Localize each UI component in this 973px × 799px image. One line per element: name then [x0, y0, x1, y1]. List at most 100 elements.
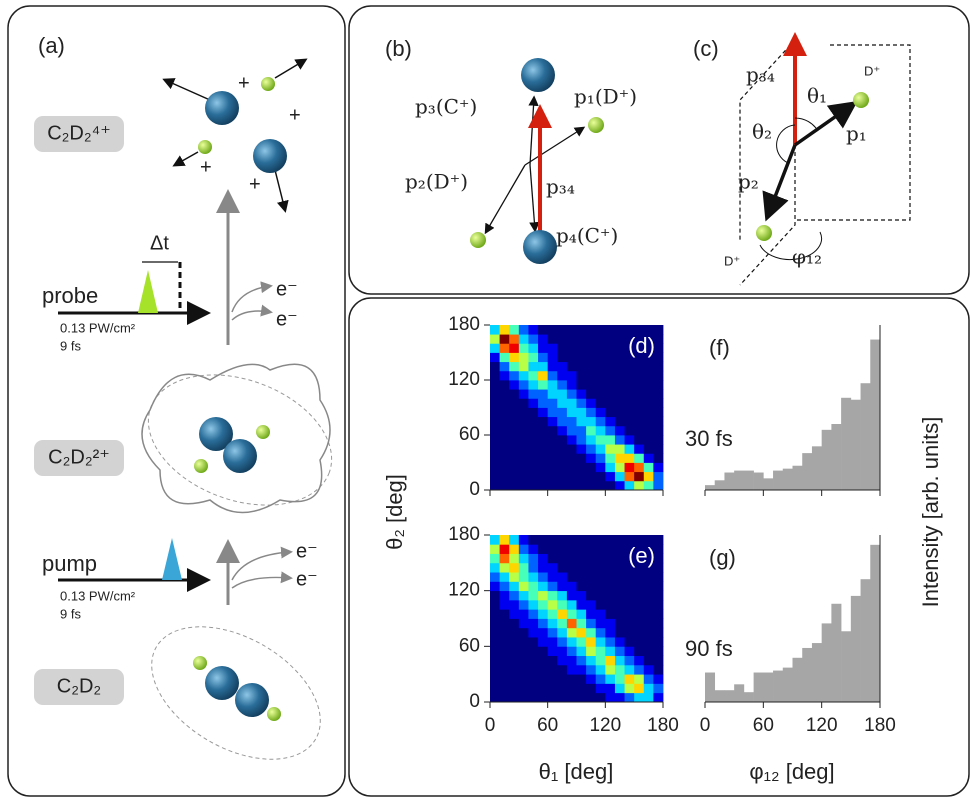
- heatmap-cell: [596, 398, 606, 408]
- heatmap-cell: [509, 398, 519, 408]
- carbon-atom: [521, 58, 555, 92]
- heatmap-cell: [605, 408, 615, 418]
- heatmap-cell: [490, 591, 500, 601]
- species-label: C₂D₂⁴⁺: [47, 122, 111, 144]
- potential-surface: [142, 364, 330, 512]
- heatmap-cell: [644, 581, 654, 591]
- heatmap-cell: [615, 472, 625, 482]
- heatmap-cell: [490, 609, 500, 619]
- heatmap-cell: [490, 417, 500, 427]
- heatmap-cell: [586, 683, 596, 693]
- heatmap-cell: [605, 628, 615, 638]
- heatmap-cell: [577, 334, 587, 344]
- ion-label: D⁺: [724, 253, 740, 268]
- heatmap-cell: [528, 389, 538, 399]
- heatmap-cell: [615, 444, 625, 454]
- heatmap-cell: [528, 463, 538, 473]
- histogram-bar: [705, 673, 715, 702]
- heatmap-cell: [625, 435, 635, 445]
- heatmap-cell: [519, 417, 529, 427]
- heatmap-cell: [557, 444, 567, 454]
- heatmap-cell: [519, 380, 529, 390]
- histogram-bar: [822, 623, 832, 702]
- heatmap-cell: [577, 600, 587, 610]
- heatmap-cell: [500, 535, 510, 545]
- heatmap-cell: [538, 453, 548, 463]
- charge: +: [238, 72, 250, 94]
- histogram-bar: [715, 480, 725, 490]
- heatmap-cell: [596, 554, 606, 564]
- heatmap-cell: [500, 693, 510, 703]
- vector-label: p₄(C⁺): [556, 224, 618, 248]
- x-tick-label: 180: [864, 715, 896, 736]
- heatmap-cell: [557, 435, 567, 445]
- y-tick-label: 120: [448, 369, 480, 390]
- heatmap-cell: [634, 619, 644, 629]
- heatmap-cell: [596, 600, 606, 610]
- heatmap-cell: [596, 656, 606, 666]
- heatmap-cell: [615, 353, 625, 363]
- y-tick-label: 120: [448, 580, 480, 601]
- heatmap-cell: [596, 444, 606, 454]
- heatmap-cell: [605, 472, 615, 482]
- histogram-bar: [773, 471, 783, 490]
- heatmap-cell: [644, 472, 654, 482]
- panel-label: (b): [385, 36, 412, 61]
- heatmap-cell: [634, 444, 644, 454]
- heatmap-cell: [557, 380, 567, 390]
- heatmap-cell: [644, 398, 654, 408]
- heatmap-cell: [577, 693, 587, 703]
- heatmap-cell: [528, 353, 538, 363]
- heatmap-cell: [577, 646, 587, 656]
- probe-label: probe: [42, 283, 98, 308]
- heatmap-cell: [548, 544, 558, 554]
- heatmap-cell: [509, 426, 519, 436]
- heatmap-cell: [538, 665, 548, 675]
- heatmap-cell: [490, 600, 500, 610]
- histogram-bar: [754, 473, 764, 490]
- heatmap-cell: [634, 435, 644, 445]
- heatmap-cell: [490, 426, 500, 436]
- heatmap-cell: [644, 600, 654, 610]
- heatmap-cell: [625, 646, 635, 656]
- heatmap-cell: [500, 554, 510, 564]
- heatmap-cell: [490, 665, 500, 675]
- heatmap-cell: [644, 389, 654, 399]
- heatmap-cell: [615, 362, 625, 372]
- heatmap-cell: [615, 535, 625, 545]
- heatmap-cell: [596, 325, 606, 335]
- heatmap-cell: [605, 581, 615, 591]
- heatmap-cell: [500, 334, 510, 344]
- heatmap-cell: [605, 563, 615, 573]
- heatmap-cell: [586, 408, 596, 418]
- heatmap-cell: [528, 535, 538, 545]
- heatmap-cell: [577, 343, 587, 353]
- heatmap-cell: [528, 544, 538, 554]
- heatmap-cell: [644, 481, 654, 491]
- histogram-bar: [773, 671, 783, 702]
- arrow: [232, 286, 270, 312]
- heatmap-cell: [538, 343, 548, 353]
- heatmap-cell: [548, 453, 558, 463]
- heatmap-cell: [605, 389, 615, 399]
- heatmap-cell: [548, 472, 558, 482]
- heatmap-cell: [490, 544, 500, 554]
- heatmap-cell: [596, 609, 606, 619]
- heatmap-cell: [625, 389, 635, 399]
- heatmap-cell: [605, 398, 615, 408]
- heatmap-cell: [625, 417, 635, 427]
- heatmap-cell: [548, 463, 558, 473]
- heatmap-cell: [644, 572, 654, 582]
- heatmap-cell: [548, 591, 558, 601]
- heatmap-cell: [615, 581, 625, 591]
- heatmap-cell: [605, 481, 615, 491]
- heatmap-cell: [596, 408, 606, 418]
- heatmap-cell: [557, 334, 567, 344]
- heatmap-cell: [586, 563, 596, 573]
- heatmap-cell: [557, 362, 567, 372]
- orbit: [129, 599, 343, 786]
- histogram-bar: [705, 485, 715, 490]
- deuterium-atom: [193, 656, 207, 670]
- heatmap-cell: [538, 362, 548, 372]
- heatmap-cell: [605, 362, 615, 372]
